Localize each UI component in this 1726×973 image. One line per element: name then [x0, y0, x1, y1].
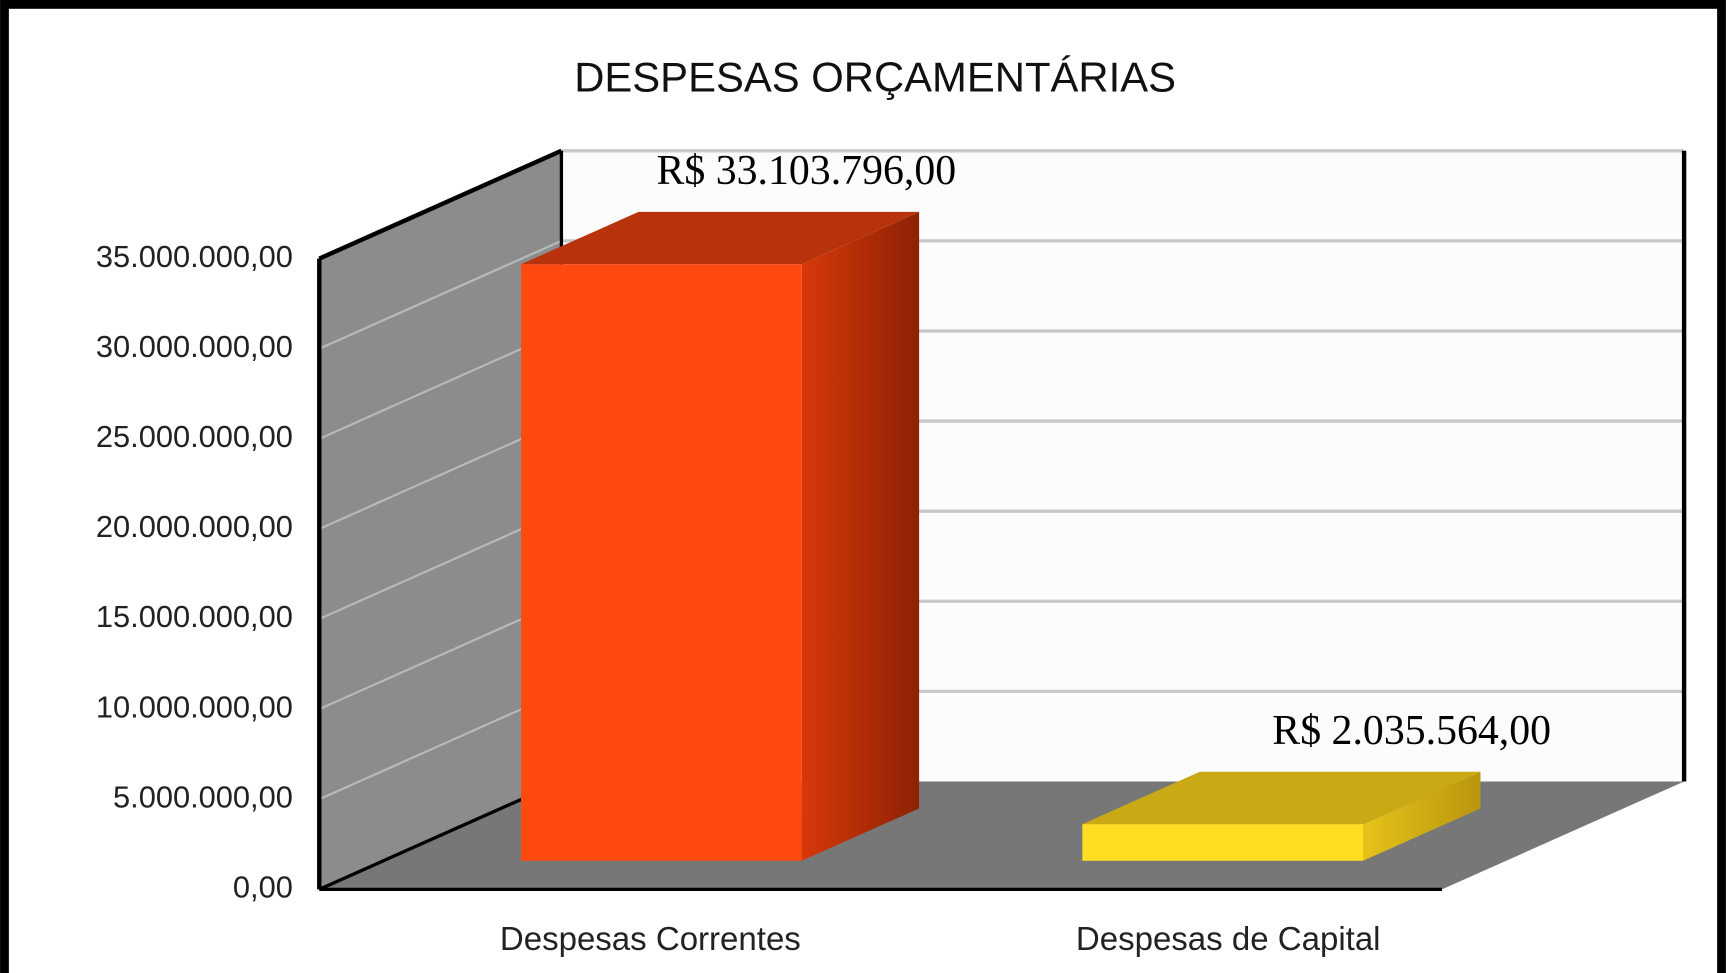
bar-top	[521, 211, 920, 265]
y-tick-label: 5.000.000,00	[113, 779, 293, 814]
data-label: R$ 2.035.564,00	[1272, 708, 1551, 754]
bar-side	[1363, 771, 1481, 861]
y-tick-label: 15.000.000,00	[96, 599, 293, 634]
bar	[1082, 824, 1364, 861]
y-tick-label: 25.000.000,00	[96, 419, 293, 454]
chart-title: DESPESAS ORÇAMENTÁRIAS	[574, 53, 1176, 100]
y-tick-label: 10.000.000,00	[96, 689, 293, 724]
y-tick-label: 30.000.000,00	[96, 329, 293, 364]
data-label: R$ 33.103.796,00	[656, 148, 956, 194]
x-tick-label: Despesas de Capital	[1076, 920, 1381, 957]
wall-edge	[318, 148, 563, 261]
bar-top	[1082, 771, 1481, 825]
y-tick-label: 0,00	[233, 869, 293, 904]
bar	[521, 264, 802, 861]
bar-side	[801, 211, 920, 861]
y-tick-label: 20.000.000,00	[96, 509, 293, 544]
left-wall	[319, 150, 562, 890]
plot-area: 0,00 5.000.000,00 10.000.000,00 15.000.000,…	[96, 148, 1687, 957]
y-tick-label: 35.000.000,00	[96, 239, 293, 274]
x-tick-label: Despesas Correntes	[500, 920, 801, 957]
grid-line	[318, 239, 562, 350]
